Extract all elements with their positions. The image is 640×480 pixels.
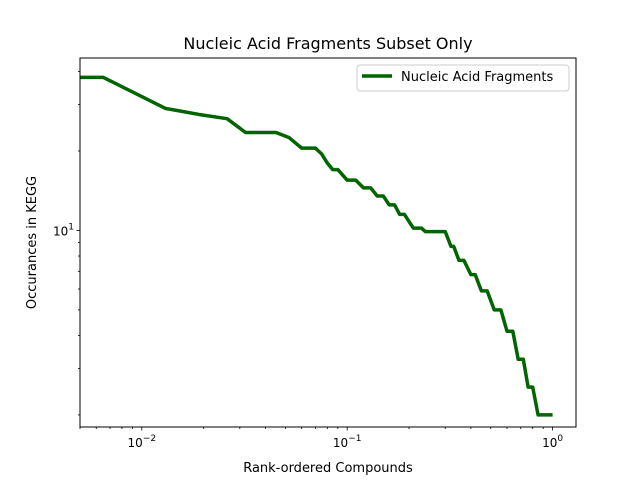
y-tick-label: 101 <box>53 222 74 238</box>
x-axis-label: Rank-ordered Compounds <box>243 461 413 476</box>
y-axis-label: Occurances in KEGG <box>25 176 40 309</box>
x-axis-ticks: 10−2 10−1 100 <box>79 427 563 450</box>
plot-frame <box>79 57 577 428</box>
x-tick-label: 10−2 <box>128 434 157 450</box>
legend-label: Nucleic Acid Fragments <box>401 70 554 85</box>
chart-title: Nucleic Acid Fragments Subset Only <box>183 34 472 53</box>
series-layer <box>80 75 553 417</box>
x-tick-label: 10−1 <box>333 434 362 450</box>
series-line-0 <box>80 75 553 417</box>
x-tick-label: 100 <box>542 434 563 450</box>
legend: Nucleic Acid Fragments <box>356 64 570 92</box>
plot-area <box>80 58 576 427</box>
legend-box <box>356 64 570 92</box>
